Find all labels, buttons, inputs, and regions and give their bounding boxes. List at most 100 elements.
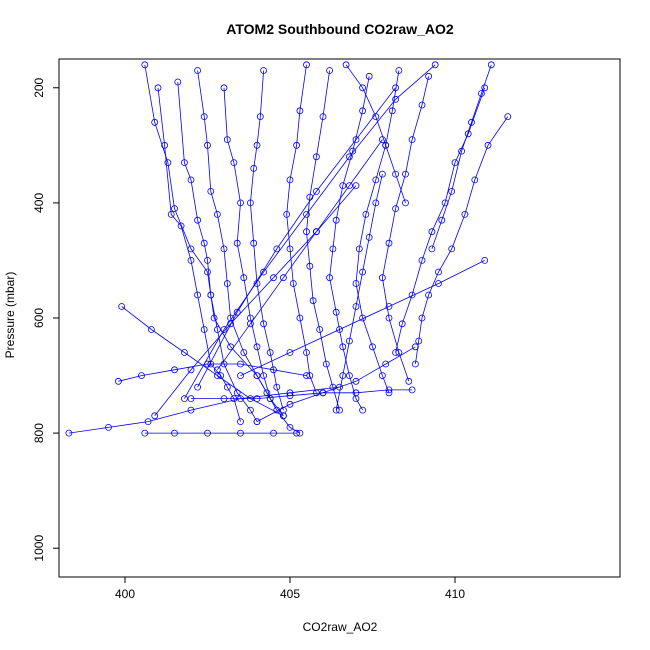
data-point — [408, 136, 416, 144]
chart-title: ATOM2 Southbound CO2raw_AO2 — [226, 21, 454, 37]
data-point — [411, 360, 419, 368]
data-point — [336, 383, 343, 391]
data-point — [171, 366, 178, 374]
data-point — [355, 245, 363, 253]
plot-frame — [58, 58, 621, 578]
data-point — [303, 349, 310, 356]
data-point — [398, 320, 406, 328]
series — [187, 386, 416, 403]
data-point — [296, 429, 304, 437]
data-point — [319, 113, 327, 120]
data-point — [336, 326, 343, 333]
data-point — [438, 216, 446, 224]
y-tick-label: 1000 — [32, 535, 46, 562]
data-point — [220, 245, 228, 253]
series — [332, 170, 386, 414]
series — [115, 360, 310, 385]
data-point — [329, 245, 337, 253]
data-point — [303, 372, 310, 380]
data-point — [279, 412, 287, 420]
data-point — [359, 107, 367, 115]
data-point — [174, 78, 182, 86]
data-point — [392, 205, 400, 213]
data-point — [266, 395, 274, 403]
data-point — [471, 176, 479, 184]
axes-layer: 400 405 410 200 400 600 800 1000 — [32, 77, 465, 601]
data-point — [352, 389, 360, 397]
data-point — [484, 141, 492, 149]
data-point — [435, 268, 442, 276]
data-point — [359, 268, 367, 276]
series-line — [335, 174, 383, 411]
data-point — [204, 429, 211, 437]
data-point — [200, 239, 208, 247]
series — [283, 61, 320, 397]
series-line — [286, 64, 317, 393]
series — [342, 61, 409, 207]
data-point — [204, 256, 211, 264]
x-tick-label: 410 — [445, 587, 465, 601]
data-point — [246, 199, 254, 207]
y-tick-label: 800 — [32, 423, 46, 443]
data-point — [223, 280, 231, 287]
data-point — [253, 372, 261, 380]
data-point — [428, 228, 436, 236]
data-point — [213, 366, 221, 374]
data-point — [402, 170, 409, 178]
x-tick-label: 405 — [280, 587, 300, 601]
data-point — [372, 176, 380, 184]
data-point — [385, 239, 393, 247]
data-point — [303, 61, 310, 69]
data-point — [359, 314, 367, 322]
y-axis-label: Pressure (mbar) — [3, 272, 17, 359]
data-point — [504, 113, 512, 120]
series-line — [217, 139, 383, 371]
data-point — [293, 141, 301, 149]
data-point — [388, 107, 396, 115]
data-point — [385, 386, 393, 394]
data-point — [65, 429, 73, 437]
data-point — [260, 268, 268, 276]
data-point — [332, 308, 340, 316]
data-point — [151, 118, 159, 126]
data-point — [207, 291, 215, 299]
data-point — [237, 360, 244, 368]
data-point — [141, 429, 149, 437]
data-point — [418, 314, 426, 322]
series-line — [197, 70, 284, 417]
data-point — [342, 61, 350, 69]
data-point — [204, 141, 211, 149]
series — [303, 67, 343, 414]
data-point — [382, 360, 390, 368]
data-point — [312, 153, 320, 161]
series — [180, 61, 439, 403]
data-point — [451, 159, 459, 167]
data-point — [408, 386, 416, 394]
data-point — [237, 429, 244, 437]
data-point — [415, 337, 423, 345]
data-point — [352, 182, 360, 190]
series-line — [415, 116, 509, 365]
series-line — [256, 346, 416, 422]
series-line — [157, 87, 241, 422]
data-point — [352, 136, 360, 144]
data-point — [332, 216, 340, 224]
data-point — [385, 314, 393, 322]
data-point — [365, 233, 373, 241]
x-axis-label: CO2raw_AO2 — [303, 620, 378, 634]
series — [237, 256, 489, 380]
series-line — [381, 76, 429, 382]
data-point — [306, 372, 314, 380]
data-point — [329, 383, 337, 391]
data-point — [213, 326, 221, 333]
data-point — [332, 406, 340, 414]
data-point — [207, 187, 215, 195]
data-point — [369, 343, 376, 351]
series — [392, 84, 489, 356]
series-line — [431, 64, 492, 250]
data-point — [167, 210, 175, 218]
data-point — [319, 389, 327, 397]
data-point — [316, 326, 324, 333]
series-line — [197, 87, 396, 388]
